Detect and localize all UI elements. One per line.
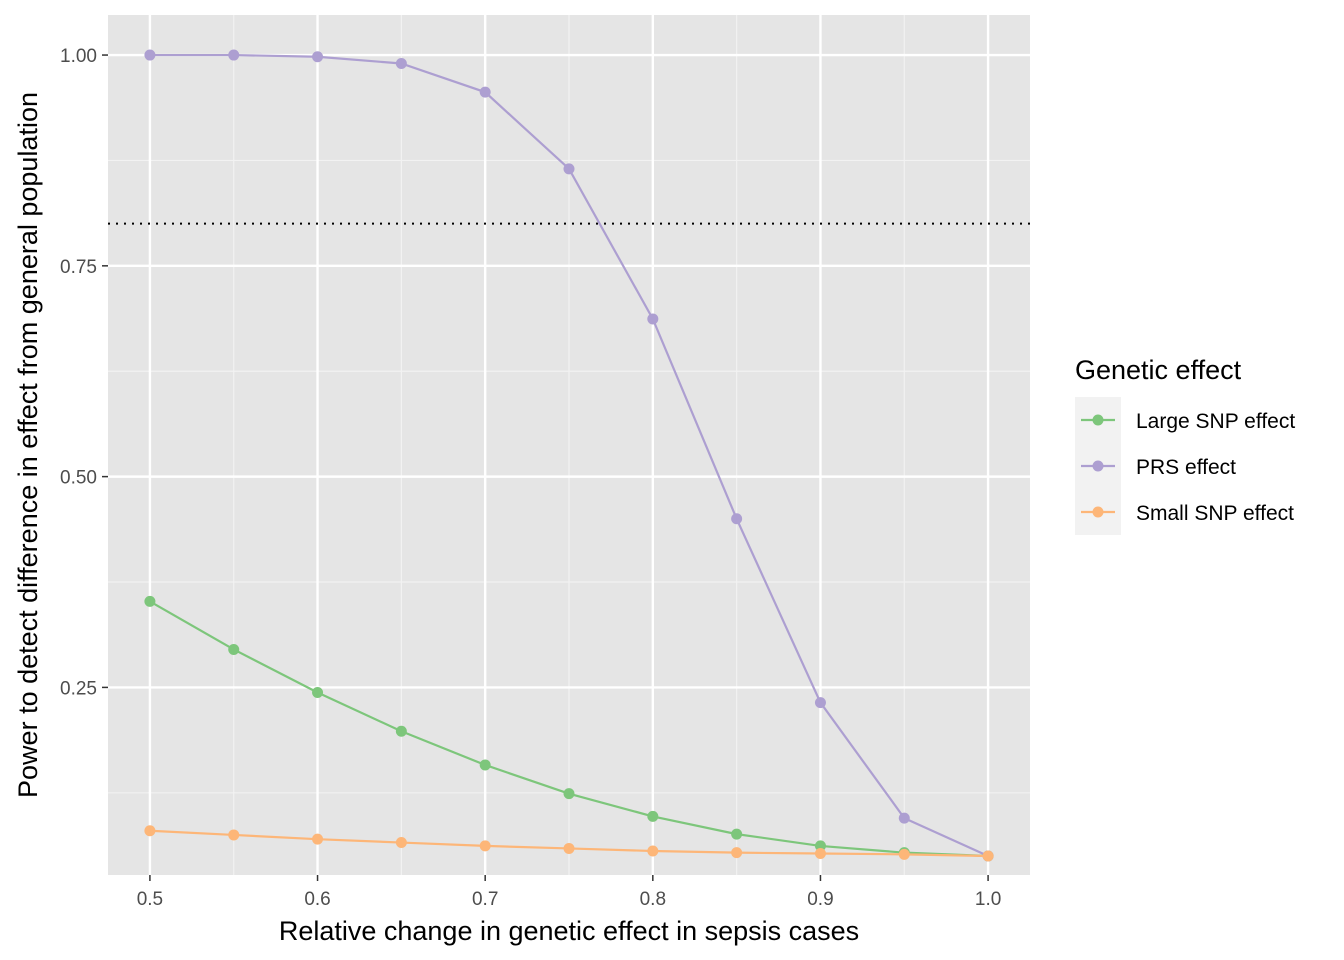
y-axis: 0.25 0.50 0.75 1.00 [60,46,108,699]
large-snp-effect-point [228,643,240,655]
y-axis-title: Power to detect difference in effect fro… [13,92,43,798]
small-snp-effect-point [312,833,324,845]
prs-effect-point [144,49,156,61]
prs-effect-point [898,812,910,824]
prs-effect-point [647,313,659,325]
large-snp-effect-point [814,840,826,852]
legend-label-large-snp-effect: Large SNP effect [1136,410,1295,433]
small-snp-effect-point [228,829,240,841]
y-tick-label: 0.50 [60,468,97,489]
small-snp-effect-point [479,840,491,852]
prs-effect-point [395,57,407,69]
prs-effect-point [228,49,240,61]
small-snp-effect-point [814,848,826,859]
small-snp-effect-point [647,845,659,857]
y-tick-label: 1.00 [60,46,97,67]
x-axis-title: Relative change in genetic effect in sep… [279,916,859,946]
large-snp-effect-point [395,725,407,737]
large-snp-effect-point [479,759,491,771]
minor-gridlines [108,15,1030,875]
y-tick-label: 0.25 [60,678,97,699]
series-layer [144,49,994,862]
prs-effect-point [731,513,743,525]
legend-title: Genetic effect [1075,355,1242,385]
prs-effect-point [814,697,826,709]
small-snp-effect-point [731,847,743,859]
legend: Genetic effect Large SNP effect PRS effec… [1075,355,1295,535]
legend-key-point-large-snp-effect [1092,414,1104,426]
x-axis: 0.5 0.6 0.7 0.8 0.9 1.0 [137,875,1001,910]
small-snp-effect-point [563,842,575,854]
x-tick-label: 0.6 [304,889,330,910]
prs-effect-point [563,163,575,175]
legend-label-small-snp-effect: Small SNP effect [1136,502,1294,525]
x-tick-label: 0.9 [807,889,833,910]
legend-key-point-prs-effect [1092,460,1104,472]
x-tick-label: 0.5 [137,889,163,910]
large-snp-effect-point [144,595,156,607]
legend-label-prs-effect: PRS effect [1136,456,1236,479]
x-tick-label: 1.0 [975,889,1001,910]
large-snp-effect-point [312,686,324,698]
y-tick-label: 0.75 [60,257,97,278]
prs-effect-point [479,86,491,98]
small-snp-effect-point [395,837,407,849]
small-snp-effect-point [898,848,910,860]
large-snp-effect-point [563,788,575,800]
x-tick-label: 0.8 [640,889,666,910]
small-snp-effect-point [144,825,156,837]
large-snp-effect-point [731,828,743,840]
x-tick-label: 0.7 [472,889,498,910]
large-snp-effect-point [647,810,659,822]
major-gridlines [108,15,1030,875]
small-snp-effect-point [982,850,994,862]
legend-key-point-small-snp-effect [1092,506,1104,518]
prs-effect-point [312,51,324,63]
